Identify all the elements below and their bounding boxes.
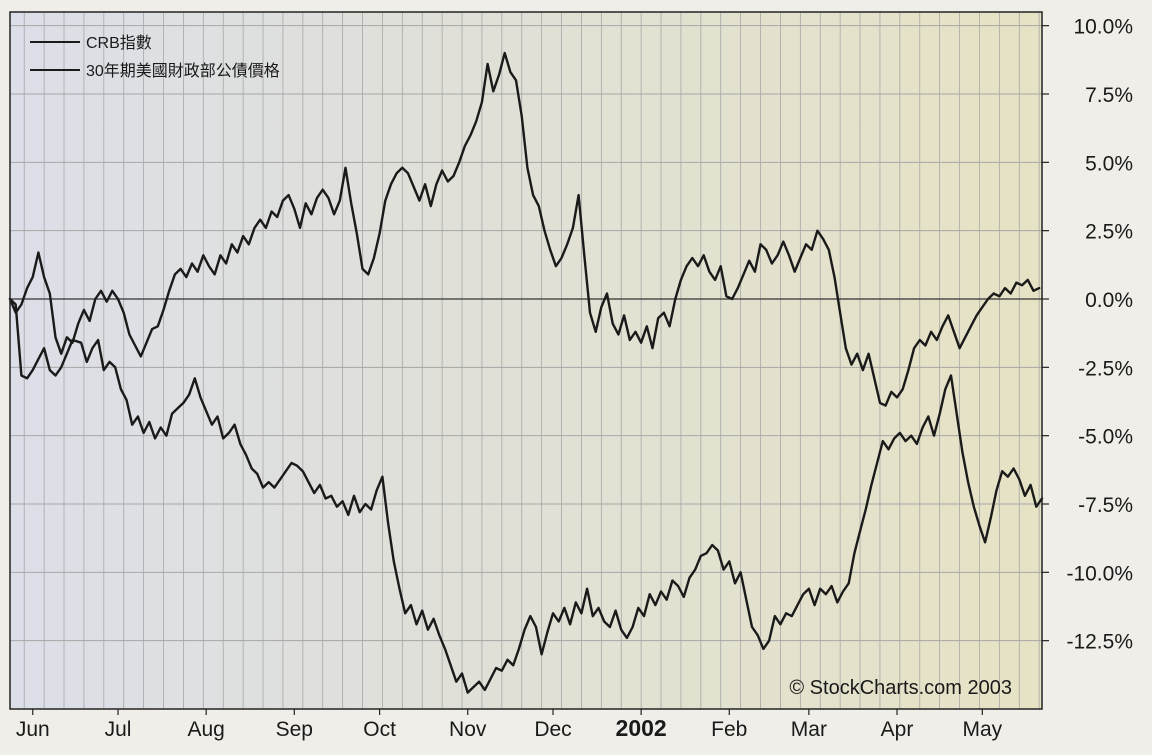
x-tick-label: 2002 <box>616 715 667 741</box>
y-axis: 10.0% 7.5% 5.0% 2.5% 0.0% -2.5% -5.0% -7.5% -10.… <box>1042 16 1133 654</box>
y-tick-label: 10.0% <box>1073 16 1133 39</box>
x-tick-label: Feb <box>711 718 747 741</box>
x-axis: Jun Jul Aug Sep Oct Nov Dec 2002 Feb Mar Apr May <box>16 709 1003 741</box>
series-line-2 <box>8 51 1041 407</box>
plot-background <box>10 12 1042 709</box>
x-tick-label: Sep <box>276 718 313 741</box>
y-tick-label: -5.0% <box>1078 426 1133 449</box>
y-tick-label: 2.5% <box>1085 221 1133 244</box>
x-tick-label: Nov <box>449 718 487 741</box>
watermark-text: © StockCharts.com 2003 <box>789 677 1012 699</box>
series-group <box>8 51 1044 694</box>
legend-label: 30年期美國財政部公債價格 <box>86 62 280 80</box>
x-tick-label: May <box>962 718 1002 741</box>
y-tick-label: -10.0% <box>1066 562 1133 585</box>
x-tick-label: Jun <box>16 718 50 741</box>
legend-label: CRB指數 <box>86 34 152 52</box>
y-tick-label: 5.0% <box>1085 152 1133 175</box>
x-tick-label: Apr <box>881 718 914 741</box>
x-tick-label: Oct <box>363 718 396 741</box>
y-tick-label: 7.5% <box>1085 84 1133 107</box>
y-tick-label: -7.5% <box>1078 494 1133 517</box>
legend: CRB指數 30年期美國財政部公債價格 <box>30 34 280 80</box>
x-tick-label: Jul <box>105 718 132 741</box>
x-tick-label: Mar <box>791 718 827 741</box>
x-tick-label: Aug <box>187 718 224 741</box>
y-tick-label: 0.0% <box>1085 289 1133 312</box>
y-tick-label: -12.5% <box>1066 631 1133 654</box>
series-line-1 <box>8 297 1044 694</box>
plot-frame <box>9 11 1043 710</box>
y-tick-label: -2.5% <box>1078 357 1133 380</box>
x-tick-label: Dec <box>534 718 571 741</box>
